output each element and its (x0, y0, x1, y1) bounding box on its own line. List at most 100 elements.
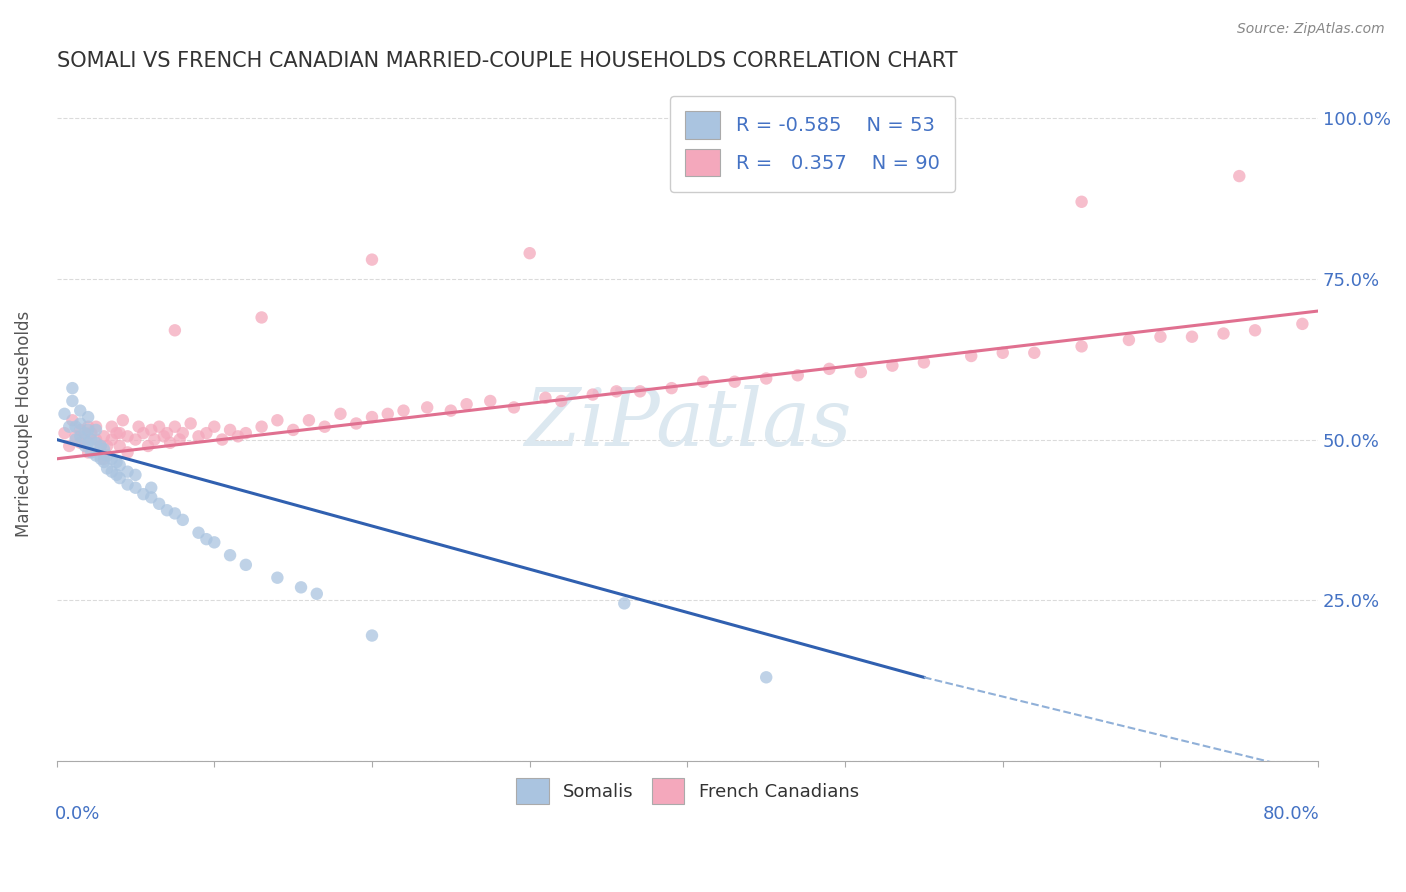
Point (392, 403, 415, 417)
Point (416, 401, 439, 415)
Point (550, 394, 572, 409)
Point (77, 410, 100, 425)
Point (314, 419, 336, 434)
Point (90, 439, 112, 453)
Point (628, 384, 651, 399)
Point (93, 455, 115, 469)
Point (93, 442, 115, 457)
Point (105, 455, 128, 469)
Point (305, 587, 328, 601)
Point (93, 451, 115, 466)
Point (143, 433, 166, 447)
Point (818, 362, 841, 376)
Point (77, 445, 100, 459)
Point (163, 323, 186, 337)
Point (80, 426, 103, 441)
Point (180, 417, 202, 431)
Point (202, 419, 225, 434)
Point (73, 433, 96, 447)
Point (84, 423, 107, 437)
Point (77, 419, 100, 434)
Point (440, 403, 463, 417)
Point (163, 419, 186, 434)
Point (73, 439, 96, 453)
Point (290, 580, 312, 594)
Point (195, 532, 218, 546)
Point (80, 445, 103, 459)
Point (105, 467, 128, 482)
Point (377, 407, 399, 421)
Point (96, 439, 118, 453)
Point (96, 449, 118, 463)
Point (124, 481, 146, 495)
Point (101, 419, 124, 434)
Point (456, 397, 478, 411)
Point (60, 381, 83, 395)
Point (108, 471, 131, 485)
Point (105, 426, 128, 441)
Point (58, 439, 80, 453)
Point (69, 435, 91, 450)
Text: SOMALI VS FRENCH CANADIAN MARRIED-COUPLE HOUSEHOLDS CORRELATION CHART: SOMALI VS FRENCH CANADIAN MARRIED-COUPLE… (56, 51, 957, 70)
Point (84, 449, 107, 463)
Point (93, 429, 115, 443)
Point (84, 435, 107, 450)
Point (60, 394, 83, 409)
Point (1118, 333, 1140, 347)
Point (132, 426, 155, 441)
Point (156, 503, 179, 517)
Point (90, 451, 112, 466)
Point (187, 429, 209, 443)
Point (755, 371, 778, 385)
Point (219, 548, 242, 562)
Point (219, 423, 242, 437)
Point (141, 491, 163, 505)
Point (148, 419, 170, 434)
Point (266, 571, 288, 585)
Point (661, 381, 683, 395)
Point (124, 467, 146, 482)
Point (187, 525, 209, 540)
Point (1070, 194, 1092, 209)
Point (1244, 323, 1267, 337)
Point (361, 628, 384, 642)
Text: 80.0%: 80.0% (1263, 805, 1319, 822)
Point (132, 487, 155, 501)
Point (69, 417, 91, 431)
Point (755, 670, 778, 684)
Point (361, 410, 384, 425)
Point (141, 481, 163, 495)
Point (117, 477, 139, 491)
Point (117, 445, 139, 459)
Point (724, 375, 747, 389)
Point (344, 417, 367, 431)
Point (58, 419, 80, 434)
Point (195, 426, 218, 441)
Point (101, 451, 124, 466)
Point (534, 391, 557, 405)
Point (1024, 346, 1046, 360)
Point (163, 507, 186, 521)
Point (96, 461, 118, 475)
Point (60, 413, 83, 427)
Point (153, 429, 176, 443)
Point (266, 413, 288, 427)
Point (148, 497, 170, 511)
Y-axis label: Married-couple Households: Married-couple Households (15, 310, 32, 537)
Point (80, 433, 103, 447)
Point (69, 429, 91, 443)
Point (692, 375, 714, 389)
Point (159, 435, 181, 450)
Point (141, 423, 163, 437)
Point (69, 423, 91, 437)
Point (1227, 169, 1250, 183)
Point (960, 349, 983, 363)
Legend: Somalis, French Canadians: Somalis, French Canadians (508, 769, 868, 813)
Point (226, 429, 249, 443)
Text: 0.0%: 0.0% (55, 805, 101, 822)
Point (991, 346, 1014, 360)
Point (136, 439, 159, 453)
Point (77, 423, 100, 437)
Point (65, 433, 87, 447)
Point (1291, 317, 1313, 331)
